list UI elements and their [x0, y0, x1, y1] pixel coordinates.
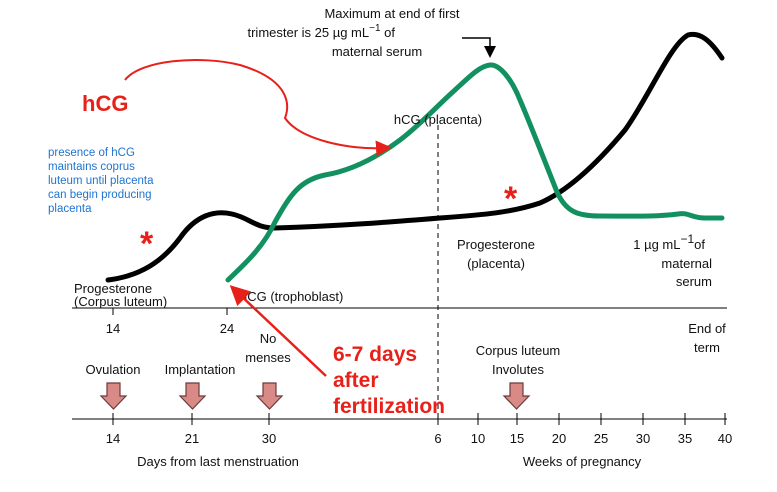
upper-tick-label-14: 14 — [106, 321, 120, 336]
xlabel-days: Days from last menstruation — [137, 454, 299, 469]
progesterone-line — [105, 31, 725, 283]
maternal-level-label-2: maternal — [661, 256, 712, 271]
maternal-level-label-3: serum — [676, 274, 712, 289]
tick-label-day-14: 14 — [106, 431, 120, 446]
event-arrow-implantation — [178, 382, 207, 410]
hcg-big-label: hCG — [82, 91, 128, 116]
tick-label-week-40: 40 — [718, 431, 732, 446]
prog-corpus-label: Progesterone — [74, 281, 152, 296]
event-arrow-no-menses — [255, 382, 284, 410]
event-implantation: Implantation — [165, 362, 236, 377]
hcg-red-arrow — [124, 59, 392, 157]
asterisk-placenta: * — [504, 180, 518, 218]
max-note-arrow — [462, 37, 496, 58]
hcg-trophoblast-label: hCG (trophoblast) — [240, 289, 343, 304]
blue-note-2: maintains coprus — [48, 161, 135, 173]
hcg-line — [225, 62, 725, 283]
tick-label-day-21: 21 — [185, 431, 199, 446]
maternal-level-label: 1 µg mL−1of — [633, 232, 705, 252]
event-ovulation: Ovulation — [86, 362, 141, 377]
asterisk-corpus: * — [140, 225, 154, 263]
blue-note-4: can begin producing — [48, 189, 152, 201]
max-note-line2: trimester is 25 µg mL−1 of — [247, 23, 395, 40]
bottom-ticks — [112, 413, 726, 425]
fertilization-3: fertilization — [333, 395, 445, 418]
fertilization-arrow — [229, 285, 327, 377]
prog-placenta-label: Progesterone — [457, 237, 535, 252]
xlabel-weeks: Weeks of pregnancy — [523, 454, 642, 469]
tick-label-week-30: 30 — [636, 431, 650, 446]
event-arrow-ovulation — [99, 382, 128, 410]
tick-label-week-6: 6 — [434, 431, 441, 446]
end-term-label-2: term — [694, 340, 720, 355]
end-term-label: End of — [688, 321, 726, 336]
hcg-placenta-label: hCG (placenta) — [394, 112, 482, 127]
upper-tick-label-24: 24 — [220, 321, 234, 336]
blue-note-5: placenta — [48, 203, 92, 215]
tick-label-week-20: 20 — [552, 431, 566, 446]
event-no-menses-2: menses — [245, 350, 291, 365]
fertilization-1: 6-7 days — [333, 343, 417, 366]
tick-label-day-30: 30 — [262, 431, 276, 446]
tick-label-week-10: 10 — [471, 431, 485, 446]
prog-placenta-label-2: (placenta) — [467, 256, 525, 271]
tick-label-week-35: 35 — [678, 431, 692, 446]
blue-note-1: presence of hCG — [48, 147, 135, 159]
max-note-line1: Maximum at end of first — [324, 6, 459, 21]
blue-note-3: luteum until placenta — [48, 175, 154, 187]
max-note-line3: maternal serum — [332, 44, 422, 59]
event-no-menses: No — [260, 331, 277, 346]
event-corpus-involutes-2: Involutes — [492, 362, 545, 377]
event-corpus-involutes: Corpus luteum — [476, 343, 561, 358]
tick-label-week-25: 25 — [594, 431, 608, 446]
prog-corpus-label-2: (Corpus luteum) — [74, 294, 167, 309]
fertilization-2: after — [333, 369, 379, 392]
event-arrow-corpus-involutes — [502, 382, 531, 410]
tick-label-week-15: 15 — [510, 431, 524, 446]
